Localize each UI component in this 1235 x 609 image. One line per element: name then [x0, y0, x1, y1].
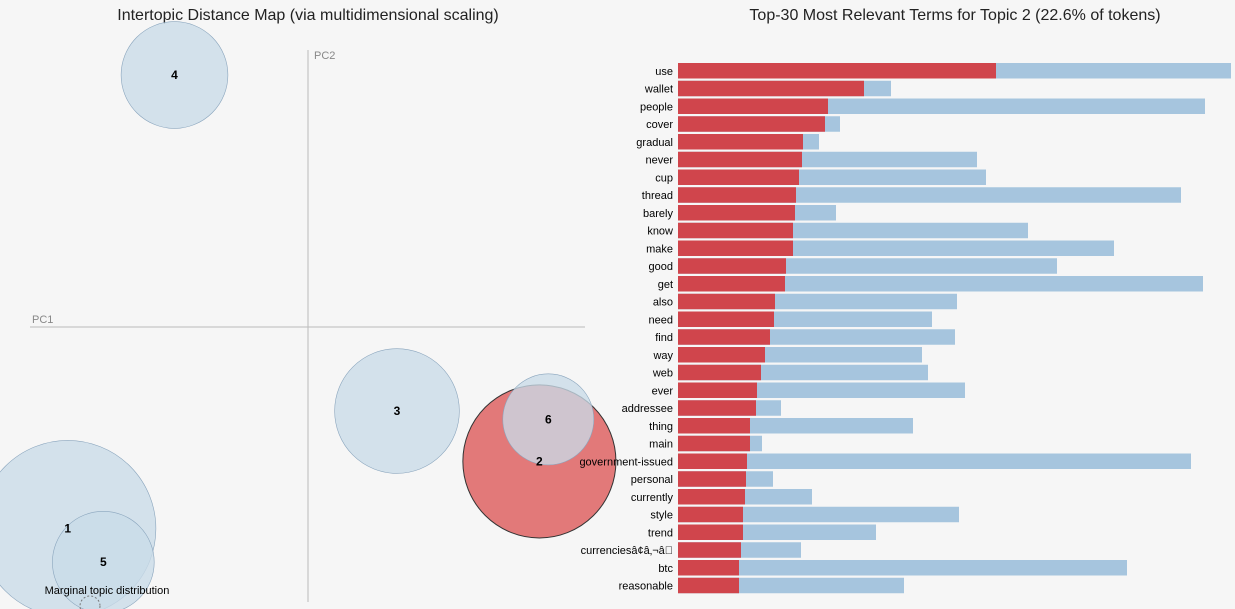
term-label-29[interactable]: btc [658, 563, 673, 575]
term-label-21[interactable]: thing [649, 421, 673, 433]
bar-topic-15[interactable] [678, 311, 774, 328]
topic-circles: 1 2 3 4 5 6 [0, 21, 617, 609]
term-label-30[interactable]: reasonable [619, 581, 673, 593]
bar-topic-10[interactable] [678, 222, 793, 239]
bar-topic-2[interactable] [678, 80, 864, 97]
term-label-14[interactable]: also [653, 297, 673, 309]
topic-circle-5[interactable] [52, 511, 155, 609]
term-label-22[interactable]: main [649, 439, 673, 451]
legend-label: Marginal topic distribution [45, 585, 170, 597]
term-label-1[interactable]: use [655, 66, 673, 78]
top-terms-barchart: Top-30 Most Relevant Terms for Topic 2 (… [579, 7, 1231, 594]
bar-topic-20[interactable] [678, 400, 756, 416]
term-label-10[interactable]: know [647, 226, 673, 238]
term-label-17[interactable]: way [652, 350, 673, 362]
bar-topic-23[interactable] [678, 453, 747, 470]
bar-topic-17[interactable] [678, 347, 765, 363]
term-label-8[interactable]: thread [642, 190, 673, 202]
term-label-5[interactable]: gradual [636, 137, 673, 149]
bar-topic-22[interactable] [678, 435, 750, 452]
term-label-6[interactable]: never [645, 155, 673, 167]
bar-topic-16[interactable] [678, 329, 770, 345]
bar-topic-26[interactable] [678, 506, 743, 523]
bar-topic-13[interactable] [678, 276, 785, 292]
bar-topic-1[interactable] [678, 63, 996, 79]
intertopic-distance-map: Intertopic Distance Map (via multidimens… [0, 7, 617, 609]
bar-overall-13[interactable] [678, 276, 1203, 292]
term-label-2[interactable]: wallet [644, 84, 673, 96]
bar-overall-23[interactable] [678, 453, 1191, 470]
term-bars: use wallet people cover gradual never cup threa… [579, 63, 1231, 594]
topic-circle-6[interactable] [502, 373, 595, 466]
topic-label-5: 5 [100, 555, 107, 569]
term-label-25[interactable]: currently [631, 492, 674, 504]
bar-topic-29[interactable] [678, 560, 739, 576]
bar-topic-24[interactable] [678, 471, 746, 487]
bar-overall-29[interactable] [678, 560, 1127, 576]
bar-topic-25[interactable] [678, 489, 745, 505]
term-label-3[interactable]: people [640, 101, 673, 113]
bar-topic-4[interactable] [678, 116, 825, 132]
term-label-9[interactable]: barely [643, 208, 673, 220]
term-label-7[interactable]: cup [655, 172, 673, 184]
bar-topic-21[interactable] [678, 418, 750, 434]
topic-label-2: 2 [536, 454, 543, 468]
bar-topic-18[interactable] [678, 364, 761, 381]
term-label-15[interactable]: need [649, 314, 673, 326]
bar-overall-8[interactable] [678, 187, 1181, 203]
term-label-11[interactable]: make [646, 243, 673, 255]
topic-circle-3[interactable] [334, 348, 460, 474]
topic-circle-4[interactable] [120, 21, 229, 129]
topic-label-1: 1 [64, 522, 71, 536]
bar-topic-3[interactable] [678, 98, 828, 115]
bar-overall-26[interactable] [678, 506, 959, 523]
term-label-16[interactable]: find [655, 332, 673, 344]
bar-topic-28[interactable] [678, 542, 741, 558]
marginal-topic-legend: Marginal topic distribution [45, 585, 170, 609]
bar-topic-6[interactable] [678, 151, 802, 168]
bar-topic-7[interactable] [678, 169, 799, 186]
bar-topic-11[interactable] [678, 240, 793, 257]
intertopic-map-title: Intertopic Distance Map (via multidimens… [117, 7, 499, 24]
bar-topic-12[interactable] [678, 258, 786, 274]
bar-topic-9[interactable] [678, 205, 795, 221]
term-label-28[interactable]: currenciesâ¢â‚¬â  [581, 545, 673, 557]
term-label-18[interactable]: web [652, 368, 673, 380]
legend-circle [79, 595, 101, 609]
term-label-23[interactable]: government-issued [579, 456, 673, 468]
bar-topic-8[interactable] [678, 187, 796, 203]
term-label-13[interactable]: get [658, 279, 673, 291]
bar-topic-19[interactable] [678, 382, 757, 399]
term-label-24[interactable]: personal [631, 474, 673, 486]
pc2-axis-label: PC2 [314, 50, 335, 62]
topic-label-4: 4 [171, 68, 178, 82]
term-label-20[interactable]: addressee [622, 403, 673, 415]
term-label-19[interactable]: ever [652, 385, 674, 397]
bar-topic-14[interactable] [678, 293, 775, 310]
bar-topic-5[interactable] [678, 134, 803, 150]
pc1-axis-label: PC1 [32, 314, 53, 326]
term-label-4[interactable]: cover [646, 119, 673, 131]
barchart-title: Top-30 Most Relevant Terms for Topic 2 (… [749, 7, 1160, 24]
bar-topic-27[interactable] [678, 524, 743, 541]
topic-label-3: 3 [394, 404, 401, 418]
term-label-12[interactable]: good [649, 261, 673, 273]
bar-topic-30[interactable] [678, 577, 739, 594]
term-label-27[interactable]: trend [648, 527, 673, 539]
term-label-26[interactable]: style [650, 510, 673, 522]
topic-label-6: 6 [545, 412, 552, 426]
